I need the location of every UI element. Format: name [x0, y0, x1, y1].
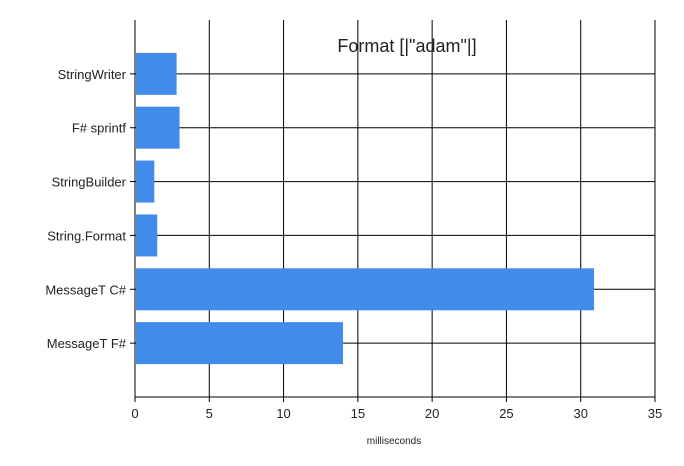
- x-tick-label: 5: [206, 406, 213, 421]
- bar: [136, 322, 343, 365]
- x-tick-label: 30: [573, 406, 587, 421]
- y-category-label: MessageT F#: [47, 336, 127, 351]
- chart-title: Format [|"adam"|]: [337, 36, 476, 56]
- bar: [136, 214, 158, 257]
- y-category-label: StringBuilder: [52, 175, 127, 190]
- bars: [136, 52, 595, 365]
- bar: [136, 160, 155, 203]
- bar: [136, 106, 180, 149]
- x-tick-label: 15: [351, 406, 365, 421]
- y-category-label: MessageT C#: [45, 282, 126, 297]
- bar: [136, 52, 177, 95]
- y-category-label: String.Format: [47, 228, 126, 243]
- y-category-label: StringWriter: [58, 67, 127, 82]
- x-tick-label: 35: [648, 406, 662, 421]
- bar: [136, 268, 595, 311]
- x-tick-label: 20: [425, 406, 439, 421]
- axes: 0 5 10 15 20 25 30 35 StringWriter F# sprintf Stri…: [45, 20, 662, 421]
- x-axis-label: milliseconds: [367, 436, 421, 447]
- y-category-label: F# sprintf: [72, 121, 127, 136]
- x-tick-label: 10: [276, 406, 290, 421]
- x-tick-label: 0: [131, 406, 138, 421]
- x-tick-label: 25: [499, 406, 513, 421]
